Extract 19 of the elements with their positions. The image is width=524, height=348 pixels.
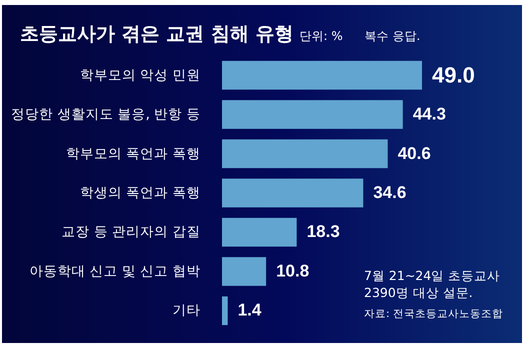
data-label: 49.0 — [432, 62, 475, 88]
data-label: 34.6 — [373, 183, 406, 202]
annotation: 자료: 전국초등교사노동조합 — [364, 307, 503, 321]
data-label: 10.8 — [276, 262, 310, 280]
data-label: 44.3 — [412, 104, 446, 124]
y-tick-label: 기타 — [172, 302, 200, 319]
y-tick-label: 아동학대 신고 및 신고 협박 — [29, 264, 200, 280]
data-label: 40.6 — [398, 144, 431, 163]
data-label: 18.3 — [306, 222, 340, 242]
y-tick-label: 정당한 생활지도 불응, 반항 등 — [11, 106, 200, 122]
chart-title: 초등교사가 겪은 교권 침해 유형 — [20, 23, 294, 45]
annotation: 7월 21~24일 초등교사 2390명 대상 설문. — [364, 267, 502, 301]
y-tick-label: 학생의 폭언과 폭행 — [80, 185, 200, 201]
data-label: 1.4 — [238, 300, 262, 320]
y-tick-label: 교장 등 관리자의 갑질 — [62, 224, 200, 240]
y-tick-label: 학부모의 폭언과 폭행 — [66, 146, 200, 162]
chart-subtitle: 단위: % — [299, 29, 343, 43]
text: 복수 응답. — [364, 29, 420, 43]
y-tick-label: 학부모의 악성 민원 — [80, 67, 200, 84]
